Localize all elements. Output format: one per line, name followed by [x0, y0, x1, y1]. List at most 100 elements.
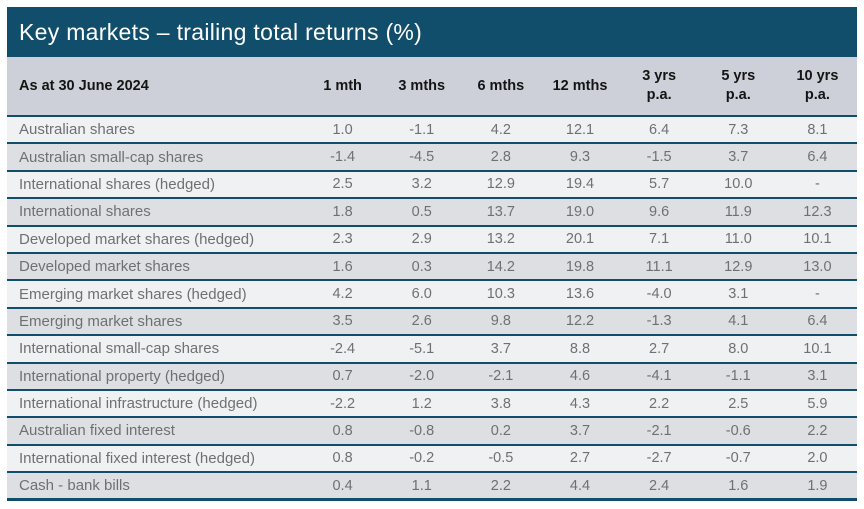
value-cell: -0.5: [488, 450, 514, 467]
value-cell: 2.2: [649, 395, 670, 412]
table-row: Australian fixed interest 0.8 -0.8 0.2 3…: [7, 417, 857, 445]
value-cell: 2.3: [332, 231, 353, 248]
value-cell: 11.9: [724, 203, 752, 220]
col-header-5yrs-pa: 5 yrs p.a.: [698, 57, 778, 116]
value-cell: 5.7: [649, 176, 670, 193]
value-cell: 8.1: [807, 121, 828, 138]
value-cell: -: [815, 286, 820, 303]
table-row: Australian small-cap shares -1.4 -4.5 2.…: [7, 143, 857, 171]
value-cell: 0.4: [332, 477, 353, 494]
value-cell: 9.3: [569, 149, 591, 166]
col-header-line1: 10 yrs: [796, 68, 839, 85]
value-cell: 3.5: [332, 313, 353, 330]
value-cell: -0.6: [725, 422, 751, 439]
value-cell: 2.2: [807, 422, 828, 439]
value-cell: 4.4: [569, 477, 591, 494]
value-cell: -2.1: [646, 422, 672, 439]
value-cell: 4.1: [728, 313, 749, 330]
value-cell: 2.2: [490, 477, 511, 494]
col-header-line2: p.a.: [725, 87, 751, 103]
table-row: International shares 1.8 0.5 13.7 19.0 9…: [7, 198, 857, 226]
value-cell: 4.2: [332, 286, 353, 303]
value-cell: 0.7: [332, 368, 353, 385]
value-cell: 13.0: [803, 258, 832, 275]
value-cell: 10.3: [486, 286, 515, 303]
header-row: As at 30 June 2024 1 mth 3 mths 6 mths 1…: [7, 57, 857, 116]
col-header-1mth: 1 mth: [303, 57, 383, 116]
value-cell: 8.8: [569, 340, 591, 357]
value-cell: 13.2: [486, 231, 515, 248]
value-cell: 2.7: [649, 340, 670, 357]
value-cell: -0.2: [409, 450, 435, 467]
value-cell: 5.9: [807, 395, 828, 412]
value-cell: 1.0: [332, 121, 353, 138]
value-cell: -2.2: [330, 395, 356, 412]
value-cell: 2.7: [569, 450, 591, 467]
value-cell: 2.0: [807, 450, 828, 467]
row-label: Developed market shares (hedged): [19, 230, 255, 248]
table-row: Emerging market shares 3.5 2.6 9.8 12.2 …: [7, 307, 857, 336]
value-cell: 11.1: [645, 258, 673, 275]
value-cell: 6.4: [807, 313, 828, 330]
row-label: International infrastructure (hedged): [19, 395, 258, 413]
value-cell: 0.8: [332, 422, 353, 439]
col-header-line1: 1 mth: [323, 77, 362, 94]
table-row: Emerging market shares (hedged) 4.2 6.0 …: [7, 280, 857, 308]
value-cell: 1.6: [332, 258, 353, 275]
table-row: International property (hedged) 0.7 -2.0…: [7, 362, 857, 390]
value-cell: -1.5: [646, 149, 672, 166]
col-header-line1: 3 yrs: [642, 68, 677, 85]
value-cell: -4.1: [646, 368, 672, 385]
value-cell: -2.1: [488, 368, 514, 385]
value-cell: 11.0: [724, 231, 752, 248]
col-header-line1: 5 yrs: [721, 68, 756, 85]
date-header: As at 30 June 2024: [7, 57, 303, 116]
table-row: International fixed interest (hedged) 0.…: [7, 444, 857, 473]
row-label: Emerging market shares: [19, 312, 183, 330]
value-cell: 19.4: [565, 176, 595, 193]
value-cell: 10.1: [803, 340, 832, 357]
row-label: International small-cap shares: [19, 340, 220, 358]
value-cell: 2.5: [332, 176, 353, 193]
col-header-line2: p.a.: [804, 87, 830, 103]
col-header-3yrs-pa: 3 yrs p.a.: [619, 57, 699, 116]
value-cell: 1.6: [728, 477, 749, 494]
col-header-line2: p.a.: [646, 87, 672, 103]
value-cell: 3.7: [569, 422, 591, 439]
value-cell: 3.2: [411, 176, 432, 193]
value-cell: 4.2: [490, 121, 511, 138]
value-cell: 10.0: [724, 176, 753, 193]
value-cell: 12.2: [565, 313, 595, 330]
value-cell: -2.4: [330, 340, 356, 357]
table-row: Cash - bank bills 0.4 1.1 2.2 4.4 2.4 1.…: [7, 472, 857, 500]
value-cell: 13.7: [486, 203, 515, 220]
col-header-6mths: 6 mths: [461, 57, 541, 116]
row-label: Australian small-cap shares: [19, 148, 204, 166]
table-row: International small-cap shares -2.4 -5.1…: [7, 335, 857, 363]
value-cell: -4.5: [409, 149, 435, 166]
table-row: Developed market shares (hedged) 2.3 2.9…: [7, 225, 857, 253]
value-cell: -0.8: [409, 422, 435, 439]
col-header-3mths: 3 mths: [382, 57, 462, 116]
returns-table: As at 30 June 2024 1 mth 3 mths 6 mths 1…: [7, 57, 857, 502]
value-cell: -1.1: [409, 121, 435, 138]
value-cell: 12.9: [486, 176, 515, 193]
table-title: Key markets – trailing total returns (%): [19, 18, 423, 45]
value-cell: 9.8: [490, 313, 511, 330]
table-row: Australian shares 1.0 -1.1 4.2 12.1 6.4 …: [7, 116, 857, 144]
row-label: International property (hedged): [19, 367, 225, 385]
col-header-line1: 3 mths: [398, 77, 446, 94]
table-row: International shares (hedged) 2.5 3.2 12…: [7, 170, 857, 199]
col-header-line1: 12 mths: [552, 77, 608, 94]
value-cell: 6.4: [807, 149, 828, 166]
value-cell: -1.1: [725, 368, 751, 385]
value-cell: 2.8: [490, 149, 511, 166]
value-cell: 20.1: [565, 231, 595, 248]
col-header-12mths: 12 mths: [540, 57, 620, 116]
value-cell: 6.4: [649, 121, 670, 138]
row-label: International shares (hedged): [19, 175, 215, 193]
value-cell: 2.4: [649, 477, 670, 494]
table-row: International infrastructure (hedged) -2…: [7, 389, 857, 418]
value-cell: 0.3: [411, 258, 432, 275]
value-cell: 7.1: [649, 231, 670, 248]
